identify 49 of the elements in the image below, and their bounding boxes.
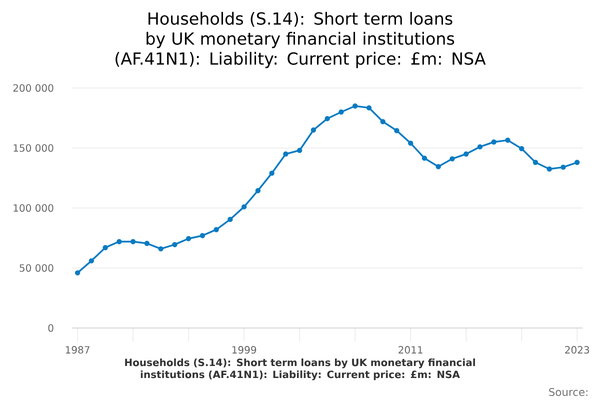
- point: [352, 103, 358, 109]
- x-tick-label: 2023: [565, 346, 590, 354]
- point: [130, 239, 136, 244]
- point: [283, 151, 288, 157]
- chart-title: Households (S.14): Short term loans by UK monetary financial institutions (AF.41N1): Liability: Current price: £m: NSA: [116, 12, 486, 68]
- y-tick-label: 0: [48, 324, 54, 332]
- point: [422, 156, 428, 161]
- point: [338, 109, 344, 115]
- point: [394, 128, 400, 134]
- point: [269, 170, 274, 176]
- point: [214, 226, 219, 232]
- y-tick-label: 100 000: [14, 204, 54, 212]
- x-tick-label: 1987: [66, 346, 90, 354]
- point: [574, 160, 580, 166]
- point: [436, 164, 441, 170]
- point: [228, 216, 233, 222]
- point: [241, 204, 247, 210]
- x-axis-title: Households (S.14): Short term loans by UK monetary financial institutions (AF.41N1): Liability: Current price: £m: NSA: [125, 358, 475, 380]
- point: [74, 270, 80, 276]
- y-tick-label: 200 000: [13, 84, 54, 92]
- point: [491, 139, 496, 145]
- point: [116, 239, 122, 244]
- point: [450, 156, 455, 162]
- source-note: Source:: [549, 388, 588, 396]
- point: [532, 160, 538, 166]
- point: [477, 144, 483, 150]
- point: [380, 118, 386, 124]
- point: [88, 258, 94, 264]
- point: [296, 148, 302, 154]
- point: [366, 105, 372, 110]
- point: [505, 138, 510, 143]
- point: [200, 233, 206, 238]
- point: [144, 240, 150, 246]
- point: [546, 166, 552, 172]
- point: [408, 140, 414, 146]
- point: [310, 127, 316, 133]
- point: [172, 242, 178, 248]
- point: [255, 188, 261, 194]
- x-tick-label: 2011: [398, 346, 422, 354]
- point: [102, 244, 108, 250]
- point: [158, 246, 164, 252]
- point: [560, 164, 566, 170]
- y-tick-label: 50 000: [20, 264, 54, 272]
- x-tick-label: 1999: [232, 346, 256, 354]
- point: [464, 151, 469, 157]
- y-tick-label: 150 000: [14, 144, 54, 152]
- point: [519, 146, 524, 152]
- point: [324, 116, 330, 122]
- point: [186, 236, 192, 242]
